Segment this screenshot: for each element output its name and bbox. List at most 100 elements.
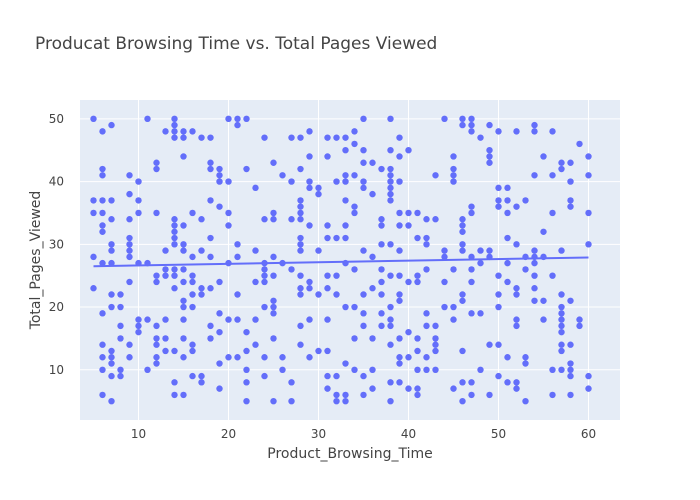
data-point[interactable] [306, 184, 313, 192]
data-point[interactable] [99, 172, 106, 179]
data-point[interactable] [306, 278, 313, 286]
data-point[interactable] [117, 291, 124, 298]
data-point[interactable] [324, 153, 331, 160]
data-point[interactable] [243, 347, 250, 355]
data-point[interactable] [324, 285, 331, 292]
data-point[interactable] [468, 253, 475, 261]
data-point[interactable] [495, 203, 502, 210]
data-point[interactable] [198, 372, 205, 380]
data-point[interactable] [108, 241, 115, 248]
data-point[interactable] [423, 354, 430, 361]
data-point[interactable] [153, 272, 160, 279]
data-point[interactable] [207, 234, 214, 242]
data-point[interactable] [189, 372, 196, 380]
data-point[interactable] [513, 291, 520, 298]
data-point[interactable] [297, 285, 304, 292]
data-point[interactable] [180, 316, 187, 323]
data-point[interactable] [279, 354, 286, 361]
data-point[interactable] [225, 178, 232, 185]
data-point[interactable] [432, 341, 439, 348]
data-point[interactable] [171, 347, 178, 355]
data-point[interactable] [585, 209, 592, 217]
data-point[interactable] [450, 385, 457, 392]
data-point[interactable] [432, 216, 439, 223]
data-point[interactable] [378, 266, 385, 273]
data-point[interactable] [486, 391, 493, 399]
data-point[interactable] [333, 291, 340, 298]
data-point[interactable] [387, 397, 394, 405]
data-point[interactable] [369, 335, 376, 342]
data-point[interactable] [513, 379, 520, 386]
data-point[interactable] [288, 178, 295, 185]
data-point[interactable] [99, 310, 106, 317]
data-point[interactable] [585, 372, 592, 380]
data-point[interactable] [108, 197, 115, 204]
data-point[interactable] [468, 121, 475, 129]
data-point[interactable] [126, 278, 133, 286]
data-point[interactable] [270, 253, 277, 261]
data-point[interactable] [342, 222, 349, 229]
data-point[interactable] [126, 354, 133, 361]
data-point[interactable] [324, 372, 331, 380]
data-point[interactable] [567, 391, 574, 399]
data-point[interactable] [369, 366, 376, 374]
data-point[interactable] [360, 310, 367, 317]
data-point[interactable] [189, 291, 196, 298]
data-point[interactable] [297, 134, 304, 141]
data-point[interactable] [324, 385, 331, 392]
data-point[interactable] [180, 222, 187, 229]
data-point[interactable] [180, 153, 187, 160]
data-point[interactable] [324, 272, 331, 279]
data-point[interactable] [135, 328, 142, 336]
data-point[interactable] [459, 241, 466, 248]
data-point[interactable] [495, 197, 502, 204]
data-point[interactable] [207, 134, 214, 141]
data-point[interactable] [558, 347, 565, 355]
data-point[interactable] [342, 146, 349, 154]
data-point[interactable] [108, 397, 115, 405]
data-point[interactable] [288, 266, 295, 273]
data-point[interactable] [90, 285, 97, 292]
data-point[interactable] [270, 335, 277, 342]
data-point[interactable] [171, 228, 178, 235]
data-point[interactable] [135, 178, 142, 185]
data-point[interactable] [513, 322, 520, 330]
data-point[interactable] [126, 241, 133, 248]
data-point[interactable] [423, 234, 430, 242]
data-point[interactable] [387, 303, 394, 311]
data-point[interactable] [144, 316, 151, 323]
data-point[interactable] [423, 266, 430, 273]
data-point[interactable] [468, 278, 475, 286]
data-point[interactable] [468, 128, 475, 135]
data-point[interactable] [531, 128, 538, 135]
data-point[interactable] [306, 285, 313, 292]
data-point[interactable] [189, 128, 196, 135]
data-point[interactable] [558, 303, 565, 311]
data-point[interactable] [432, 347, 439, 355]
data-point[interactable] [369, 159, 376, 166]
data-point[interactable] [171, 115, 178, 123]
data-point[interactable] [207, 159, 214, 166]
data-point[interactable] [423, 216, 430, 223]
data-point[interactable] [288, 379, 295, 386]
data-point[interactable] [99, 222, 106, 229]
data-point[interactable] [270, 209, 277, 217]
data-point[interactable] [99, 197, 106, 204]
data-point[interactable] [234, 253, 241, 261]
data-point[interactable] [495, 184, 502, 192]
data-point[interactable] [405, 222, 412, 229]
data-point[interactable] [576, 322, 583, 330]
data-point[interactable] [216, 328, 223, 336]
data-point[interactable] [522, 360, 529, 367]
data-point[interactable] [261, 134, 268, 141]
data-point[interactable] [153, 360, 160, 367]
data-point[interactable] [108, 247, 115, 254]
data-point[interactable] [324, 134, 331, 141]
data-point[interactable] [216, 178, 223, 185]
data-point[interactable] [441, 253, 448, 261]
data-point[interactable] [441, 278, 448, 286]
data-point[interactable] [387, 190, 394, 198]
data-point[interactable] [342, 197, 349, 204]
data-point[interactable] [90, 197, 97, 204]
data-point[interactable] [432, 172, 439, 179]
